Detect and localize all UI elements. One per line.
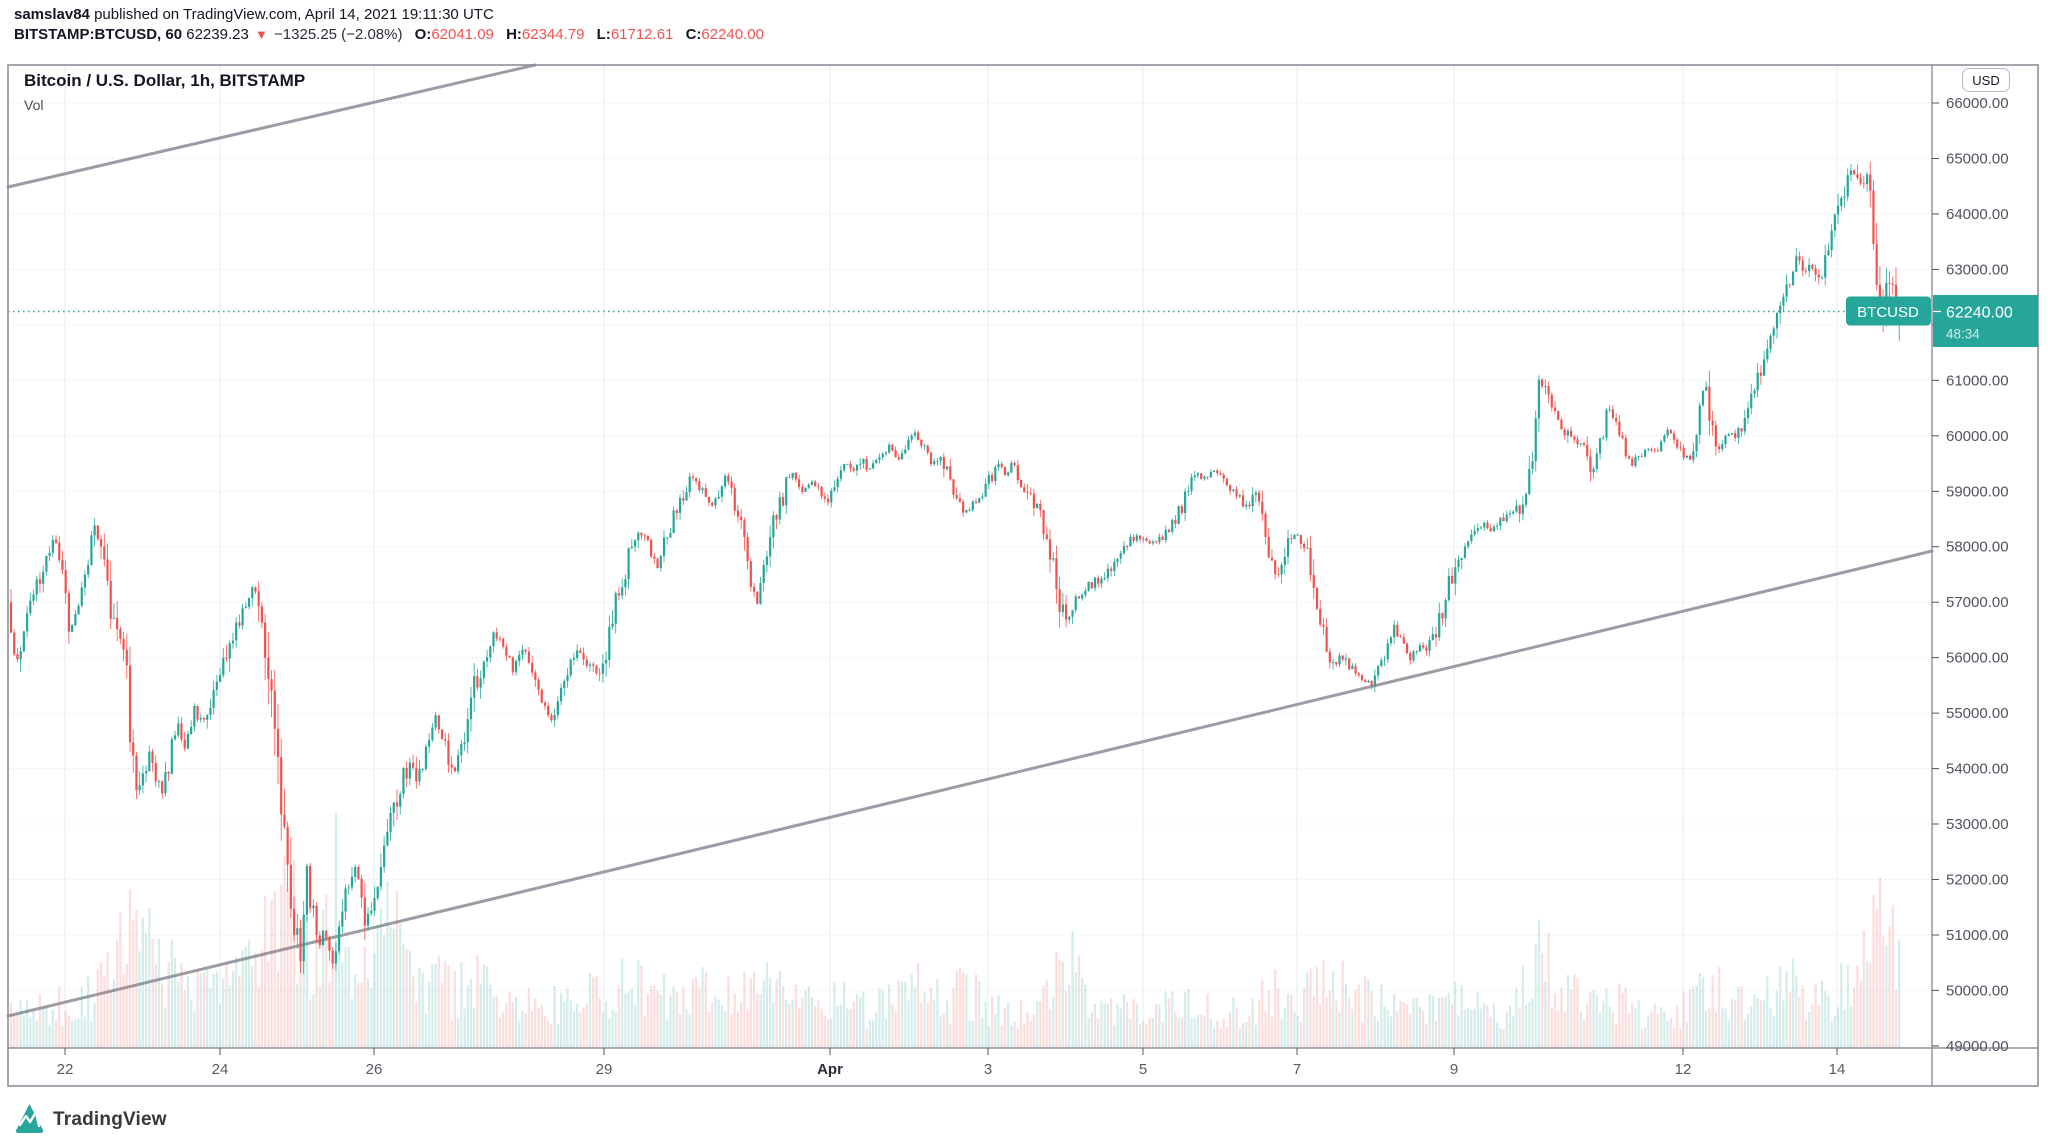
svg-text:50000.00: 50000.00 [1946,982,2009,999]
low-label: L: [596,26,611,43]
svg-text:22: 22 [57,1061,74,1078]
svg-text:52000.00: 52000.00 [1946,872,2009,889]
svg-text:14: 14 [1829,1061,1846,1078]
svg-text:9: 9 [1450,1061,1458,1078]
bar-countdown: 48:34 [1946,327,1980,342]
symbol-title: BITSTAMP:BTCUSD, 60 [14,26,183,43]
svg-text:49000.00: 49000.00 [1946,1038,2009,1055]
svg-text:65000.00: 65000.00 [1946,151,2009,168]
svg-text:7: 7 [1293,1061,1301,1078]
svg-text:24: 24 [212,1061,229,1078]
down-triangle-icon: ▼ [254,27,268,42]
svg-text:12: 12 [1675,1061,1692,1078]
svg-text:56000.00: 56000.00 [1946,650,2009,667]
svg-text:55000.00: 55000.00 [1946,705,2009,722]
volume-pane-label: Vol [24,97,44,113]
close-value: 62240.00 [701,26,764,43]
svg-text:Apr: Apr [817,1061,843,1078]
svg-text:BTCUSD: BTCUSD [1857,304,1919,321]
quote-header: BITSTAMP:BTCUSD, 60 62239.23 ▼ −1325.25 … [14,25,764,45]
svg-text:54000.00: 54000.00 [1946,761,2009,778]
svg-text:5: 5 [1139,1061,1147,1078]
brand-name: TradingView [53,1108,167,1130]
symbol-price-flag: BTCUSD [1846,296,1931,326]
currency-toggle-button[interactable]: USD [1962,68,2010,92]
publish-header: samslav84 published on TradingView.com, … [14,5,494,25]
time-axis[interactable]: 22 24 26 29 Apr 3 5 7 9 12 14 [57,1048,1846,1078]
last-price: 62239.23 [186,26,249,43]
tradingview-logo-icon [15,1104,44,1133]
svg-text:29: 29 [596,1061,613,1078]
svg-text:53000.00: 53000.00 [1946,816,2009,833]
username: samslav84 [14,6,90,23]
open-label: O: [414,26,432,43]
svg-text:57000.00: 57000.00 [1946,594,2009,611]
svg-text:61000.00: 61000.00 [1946,372,2009,389]
svg-text:51000.00: 51000.00 [1946,927,2009,944]
tradingview-logo[interactable]: TradingView [14,1104,167,1135]
svg-text:3: 3 [984,1061,992,1078]
close-label: C: [685,26,702,43]
chart-title: Bitcoin / U.S. Dollar, 1h, BITSTAMP [24,71,306,90]
change-value: −1325.25 (−2.08%) [274,26,403,43]
low-value: 61712.61 [610,26,674,43]
svg-text:63000.00: 63000.00 [1946,261,2009,278]
svg-text:26: 26 [366,1061,383,1078]
last-price-axis-label: 62240.00 48:34 [1933,295,2038,347]
price-axis[interactable]: 66000.0065000.0064000.0063000.0062000.00… [1932,95,2009,1055]
svg-text:64000.00: 64000.00 [1946,206,2009,223]
svg-text:62240.00: 62240.00 [1946,305,2013,322]
high-value: 62344.79 [521,26,585,43]
svg-text:59000.00: 59000.00 [1946,483,2009,500]
svg-text:58000.00: 58000.00 [1946,539,2009,556]
open-value: 62041.09 [431,26,494,43]
high-label: H: [506,26,522,43]
svg-text:60000.00: 60000.00 [1946,428,2009,445]
published-text: published on TradingView.com, April 14, … [89,6,494,23]
svg-text:66000.00: 66000.00 [1946,95,2009,112]
